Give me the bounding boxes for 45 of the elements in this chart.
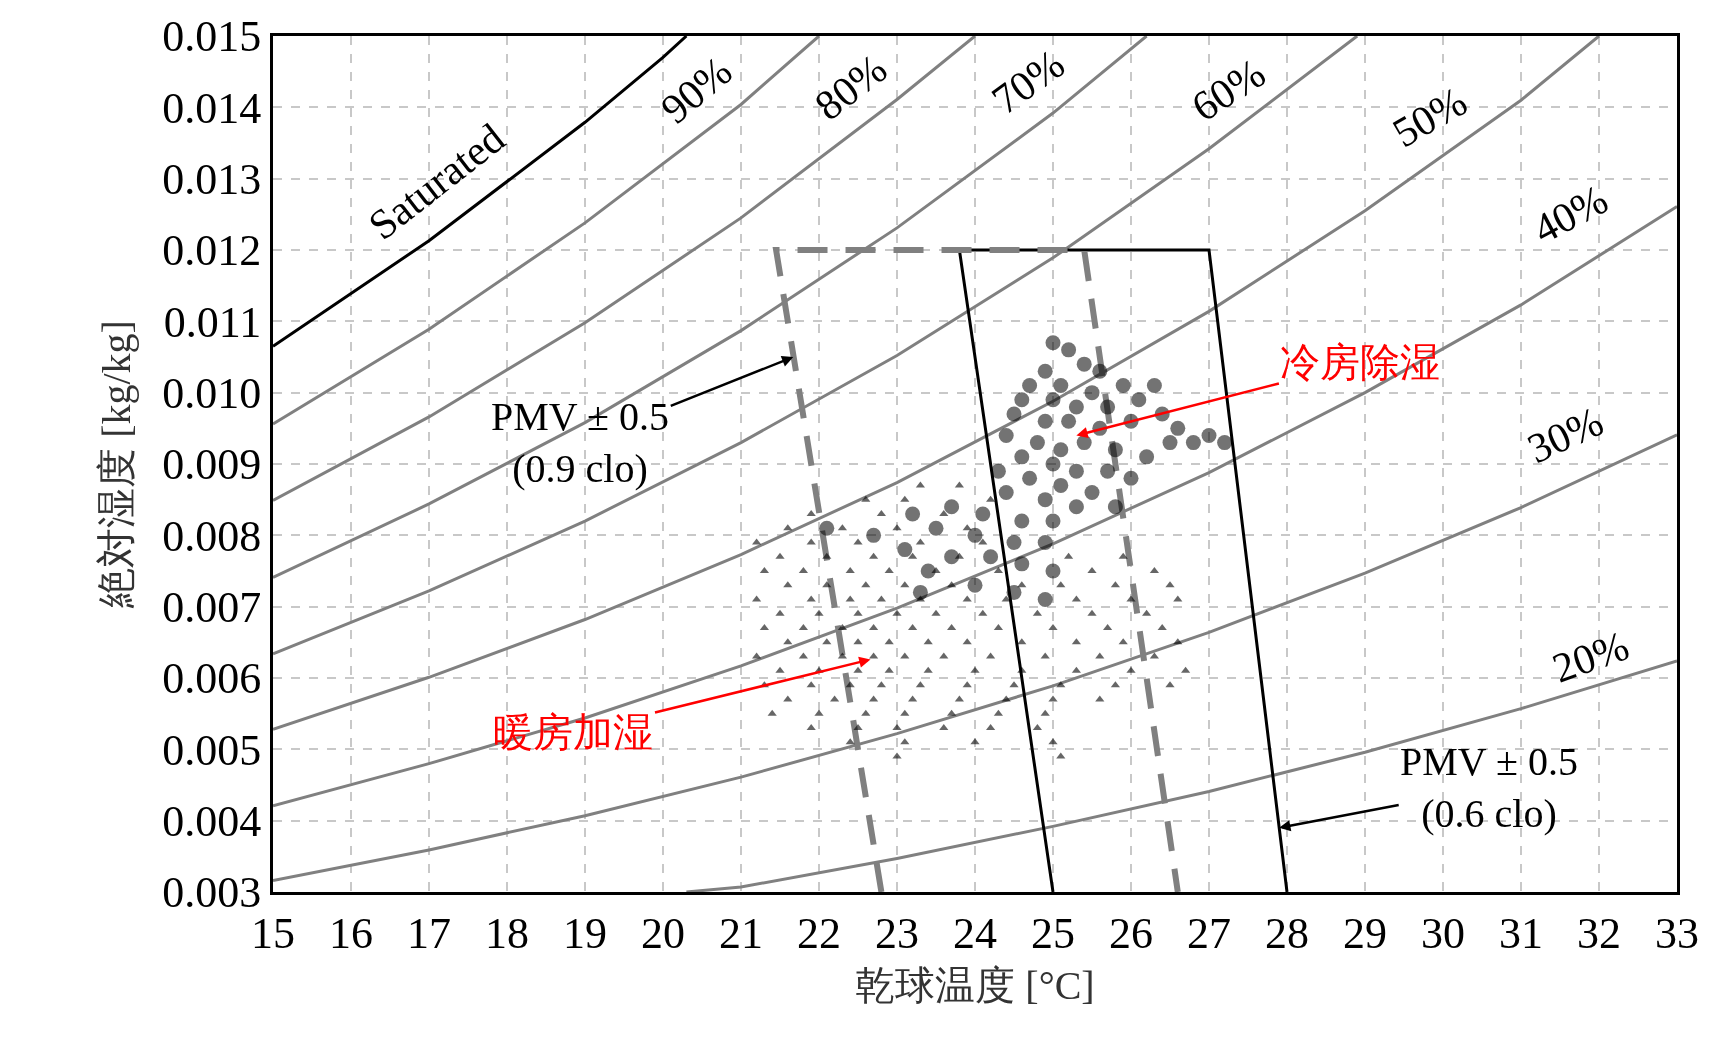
x-tick-label: 25: [1031, 908, 1075, 958]
x-axis-title: 乾球温度 [°C]: [855, 963, 1095, 1009]
y-tick-label: 0.014: [162, 83, 262, 133]
x-tick-label: 30: [1421, 908, 1465, 958]
y-tick-label: 0.005: [162, 725, 262, 775]
annotation: 30%: [1520, 397, 1610, 473]
y-tick-label: 0.008: [162, 511, 262, 561]
x-tick-label: 33: [1655, 908, 1699, 958]
x-tick-label: 29: [1343, 908, 1387, 958]
y-tick-label: 0.011: [163, 297, 262, 347]
x-tick-label: 17: [407, 908, 451, 958]
x-tick-label: 32: [1577, 908, 1621, 958]
y-tick-label: 0.009: [162, 440, 262, 490]
y-axis-title: 絶対湿度 [kg/kg]: [93, 320, 139, 609]
x-tick-label: 16: [329, 908, 373, 958]
x-tick-label: 24: [953, 908, 997, 958]
y-tick-label: 0.007: [162, 583, 262, 633]
annotation: 70%: [983, 40, 1073, 124]
annotation: 90%: [652, 47, 741, 133]
y-tick-label: 0.012: [162, 226, 262, 276]
x-tick-label: 28: [1265, 908, 1309, 958]
annotation: 冷房除湿: [1280, 340, 1440, 385]
y-tick-label: 0.006: [162, 654, 262, 704]
annotation: PMV ± 0.5 (0.6 clo): [1400, 739, 1578, 836]
annotation: 20%: [1546, 622, 1635, 692]
x-tick-label: 18: [485, 908, 529, 958]
y-tick-label: 0.015: [162, 12, 262, 62]
y-tick-label: 0.013: [162, 155, 262, 205]
annotation: PMV ± 0.5 (0.9 clo): [491, 394, 669, 491]
line-series: [273, 36, 977, 502]
x-tick-label: 26: [1109, 908, 1153, 958]
annotation: 80%: [806, 45, 896, 130]
y-tick-label: 0.010: [162, 369, 262, 419]
annotation: 60%: [1183, 49, 1274, 131]
annotation: 40%: [1525, 175, 1616, 253]
x-tick-label: 27: [1187, 908, 1231, 958]
x-tick-label: 20: [641, 908, 685, 958]
x-tick-label: 23: [875, 908, 919, 958]
x-tick-label: 21: [719, 908, 763, 958]
x-tick-label: 22: [797, 908, 841, 958]
annotation: 暖房加湿: [493, 710, 653, 755]
x-tick-label: 31: [1499, 908, 1543, 958]
x-tick-label: 19: [563, 908, 607, 958]
annotation: 50%: [1384, 77, 1475, 157]
y-tick-label: 0.004: [162, 797, 262, 847]
